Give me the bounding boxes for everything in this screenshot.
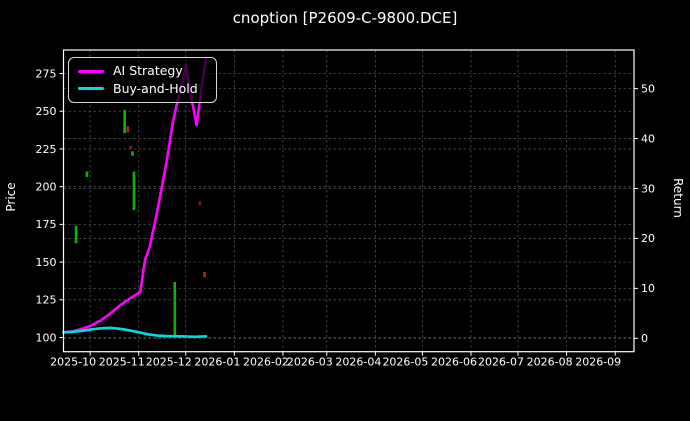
y-axis-label-right: Return (671, 178, 685, 218)
x-tick-label: 2026-05 (382, 356, 428, 369)
candle (173, 282, 177, 338)
legend-item-ai-strategy: AI Strategy (78, 63, 207, 78)
y-tick-label-left: 175 (36, 218, 57, 231)
candle (129, 145, 133, 149)
legend-label-ai-strategy: AI Strategy (113, 63, 183, 78)
y-tick-label-left: 275 (36, 67, 57, 80)
x-tick-label: 2026-06 (431, 356, 477, 369)
candle (85, 171, 89, 177)
y-tick-label-left: 225 (36, 143, 57, 156)
x-tick-label: 2026-04 (335, 356, 381, 369)
chart-title: cnoption [P2609-C-9800.DCE] (232, 9, 458, 27)
x-tick-label: 2026-08 (527, 356, 573, 369)
series-line-buy-and-hold (62, 326, 208, 339)
y-tick-label-right: 0 (641, 332, 648, 345)
y-tick-label-left: 150 (36, 256, 57, 269)
y-tick-label-left: 200 (36, 180, 57, 193)
candle (74, 225, 78, 244)
plot-border (62, 49, 635, 353)
x-tick-label: 2025-11 (99, 356, 145, 369)
candle (203, 271, 206, 278)
y-axis-label-left: Price (4, 182, 18, 212)
y-tick-label-left: 125 (36, 294, 57, 307)
x-tick-label: 2026-09 (575, 356, 621, 369)
candle (131, 151, 134, 156)
x-tick-label: 2025-10 (50, 356, 96, 369)
legend: AI Strategy Buy-and-Hold (68, 57, 217, 103)
y-tick-label-right: 30 (641, 182, 655, 195)
y-tick-label-right: 50 (641, 82, 655, 95)
legend-swatch-ai-strategy (78, 69, 104, 73)
x-tick-label: 2026-02 (243, 356, 289, 369)
x-tick-label: 2026-01 (194, 356, 240, 369)
candle (123, 109, 126, 134)
x-tick-label: 2025-12 (146, 356, 192, 369)
y-tick-label-left: 100 (36, 331, 57, 344)
legend-label-buy-and-hold: Buy-and-Hold (113, 80, 198, 96)
legend-item-buy-and-hold: Buy-and-Hold (78, 80, 207, 96)
y-tick-label-right: 10 (641, 282, 655, 295)
candle (126, 126, 130, 133)
candle (132, 171, 136, 211)
y-tick-label-right: 40 (641, 132, 655, 145)
y-tick-label-left: 250 (36, 105, 57, 118)
y-tick-label-right: 20 (641, 232, 655, 245)
x-tick-label: 2026-03 (287, 356, 333, 369)
x-tick-label: 2026-07 (478, 356, 524, 369)
legend-swatch-buy-and-hold (78, 87, 104, 91)
candle (198, 201, 202, 206)
